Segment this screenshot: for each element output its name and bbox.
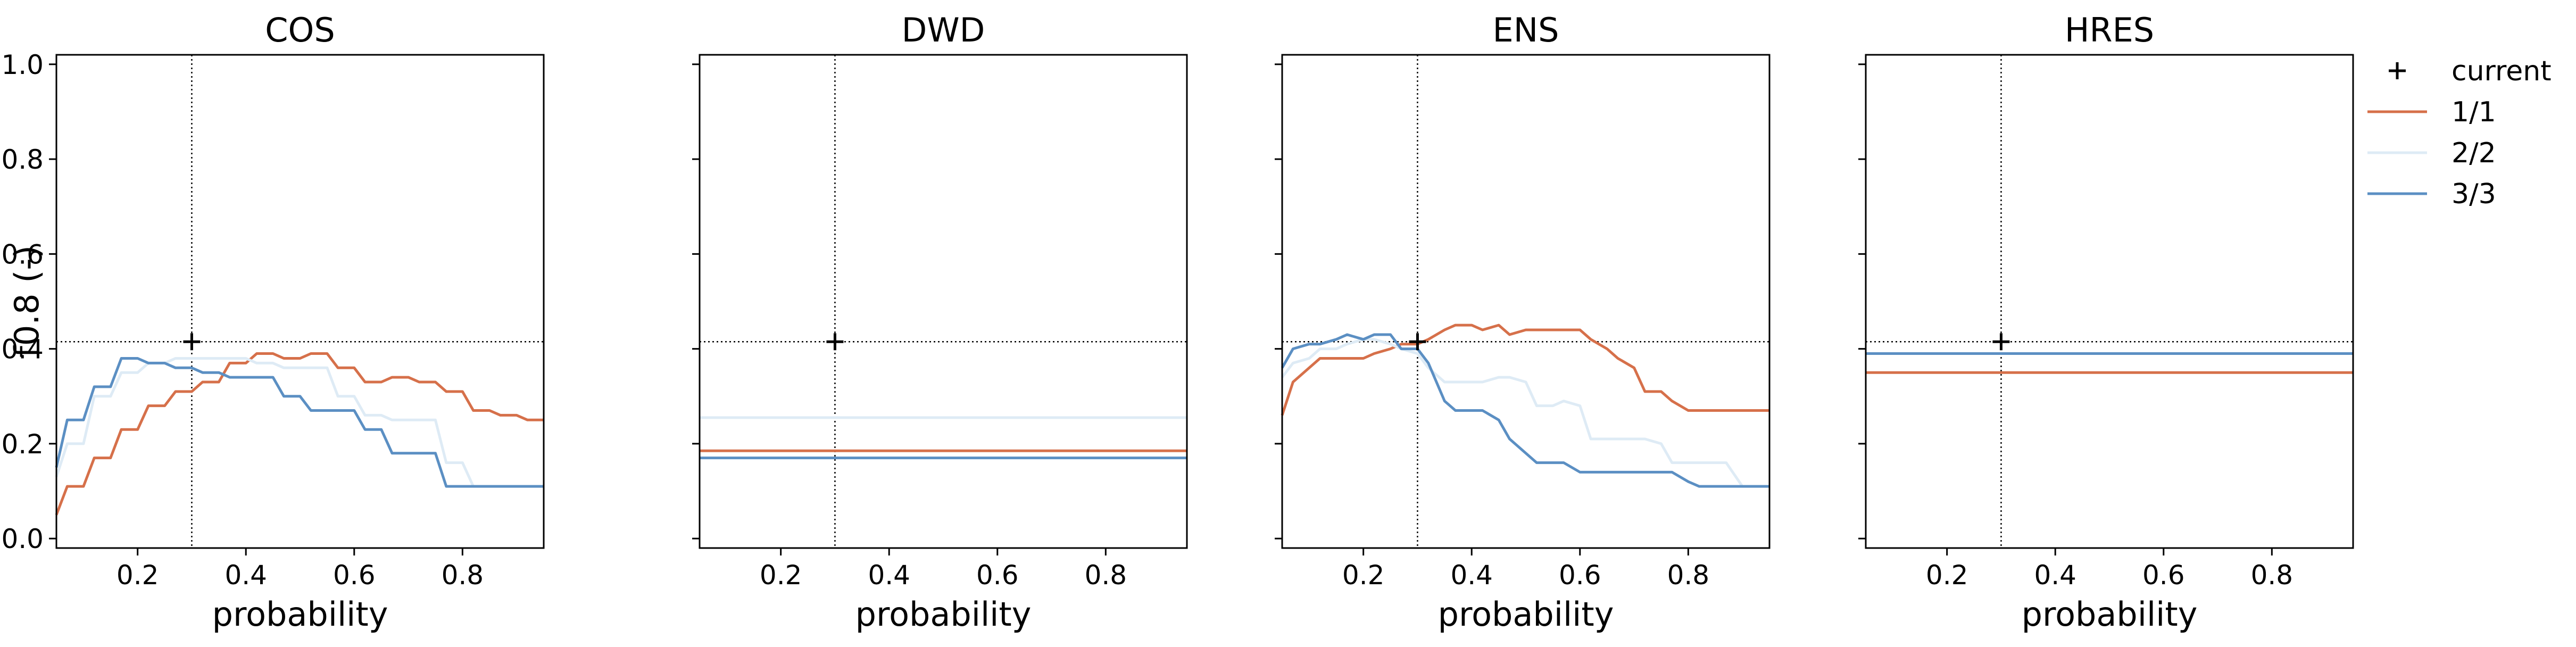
current-marker [183, 333, 201, 351]
x-tick-label: 0.6 [976, 560, 1019, 591]
legend-entry: current [2389, 55, 2552, 87]
y-tick-label: 0.0 [1, 524, 44, 554]
x-tick-label: 0.4 [225, 560, 267, 591]
legend-label: 2/2 [2452, 137, 2496, 169]
subplot-hres: HRES 0.2 0.4 0.6 0.8 probability [1858, 11, 2354, 634]
series-line-3-3 [1281, 333, 1769, 488]
legend-entry: 3/3 [2367, 178, 2496, 210]
current-marker [826, 333, 844, 351]
series-line-1-1 [1281, 324, 1769, 416]
x-axis-label: probability [2022, 595, 2198, 634]
subplot-title: HRES [2065, 11, 2154, 49]
legend-marker-current [2389, 62, 2406, 79]
plot-frame [55, 54, 545, 549]
y-tick-label: 0.2 [1, 429, 44, 460]
subplot-title: COS [265, 11, 335, 49]
series-line-1-1 [55, 352, 544, 516]
subplot-title: ENS [1493, 11, 1559, 49]
x-axis-label: probability [855, 595, 1032, 634]
x-axis-label: probability [212, 595, 388, 634]
legend-entry: 1/1 [2367, 96, 2496, 128]
subplot-ens: ENS 0.2 0.4 0.6 0.8 probability [1275, 11, 1771, 634]
x-tick-label: 0.6 [2142, 560, 2185, 591]
x-tick-label: 0.2 [1926, 560, 1968, 591]
series-line-3-3 [55, 357, 544, 488]
x-tick-label: 0.6 [1559, 560, 1601, 591]
x-tick-label: 0.4 [2034, 560, 2076, 591]
y-axis-label: f0.8 (-) [7, 245, 46, 358]
subplot-title: DWD [902, 11, 985, 49]
x-tick-label: 0.2 [1342, 560, 1385, 591]
x-tick-label: 0.2 [117, 560, 159, 591]
x-tick-label: 0.8 [2251, 560, 2294, 591]
legend-entry: 2/2 [2367, 137, 2496, 169]
current-marker [1409, 333, 1426, 351]
current-marker [1992, 333, 2010, 351]
plot-frame [1865, 54, 2354, 549]
subplots: COS 0.2 0.4 0.6 0.8 0.0 0.2 0.4 0.6 0.8 1.0 probabi… [1, 11, 2354, 634]
x-tick-label: 0.8 [1667, 560, 1710, 591]
legend-label: 1/1 [2452, 96, 2496, 128]
subplot-dwd: DWD 0.2 0.4 0.6 0.8 probability [692, 11, 1188, 634]
x-tick-label: 0.2 [760, 560, 802, 591]
x-tick-label: 0.6 [333, 560, 376, 591]
legend-label: current [2452, 55, 2552, 87]
plot-frame [699, 54, 1188, 549]
y-tick-label: 0.4 [1, 334, 44, 365]
x-tick-label: 0.8 [442, 560, 484, 591]
plot-frame [1281, 54, 1771, 549]
legend: current 1/1 2/2 3/3 [2367, 55, 2552, 210]
x-axis-label: probability [1438, 595, 1614, 634]
x-tick-label: 0.8 [1085, 560, 1127, 591]
series-line-2-2 [1281, 338, 1769, 488]
y-tick-label: 0.8 [1, 144, 44, 175]
series-line-2-2 [55, 357, 544, 488]
x-tick-label: 0.4 [1450, 560, 1493, 591]
x-tick-label: 0.4 [868, 560, 910, 591]
y-tick-label: 1.0 [1, 49, 44, 80]
subplot-cos: COS 0.2 0.4 0.6 0.8 0.0 0.2 0.4 0.6 0.8 1.0 probabi… [1, 11, 545, 634]
legend-label: 3/3 [2452, 178, 2496, 210]
y-tick-label: 0.6 [1, 239, 44, 270]
